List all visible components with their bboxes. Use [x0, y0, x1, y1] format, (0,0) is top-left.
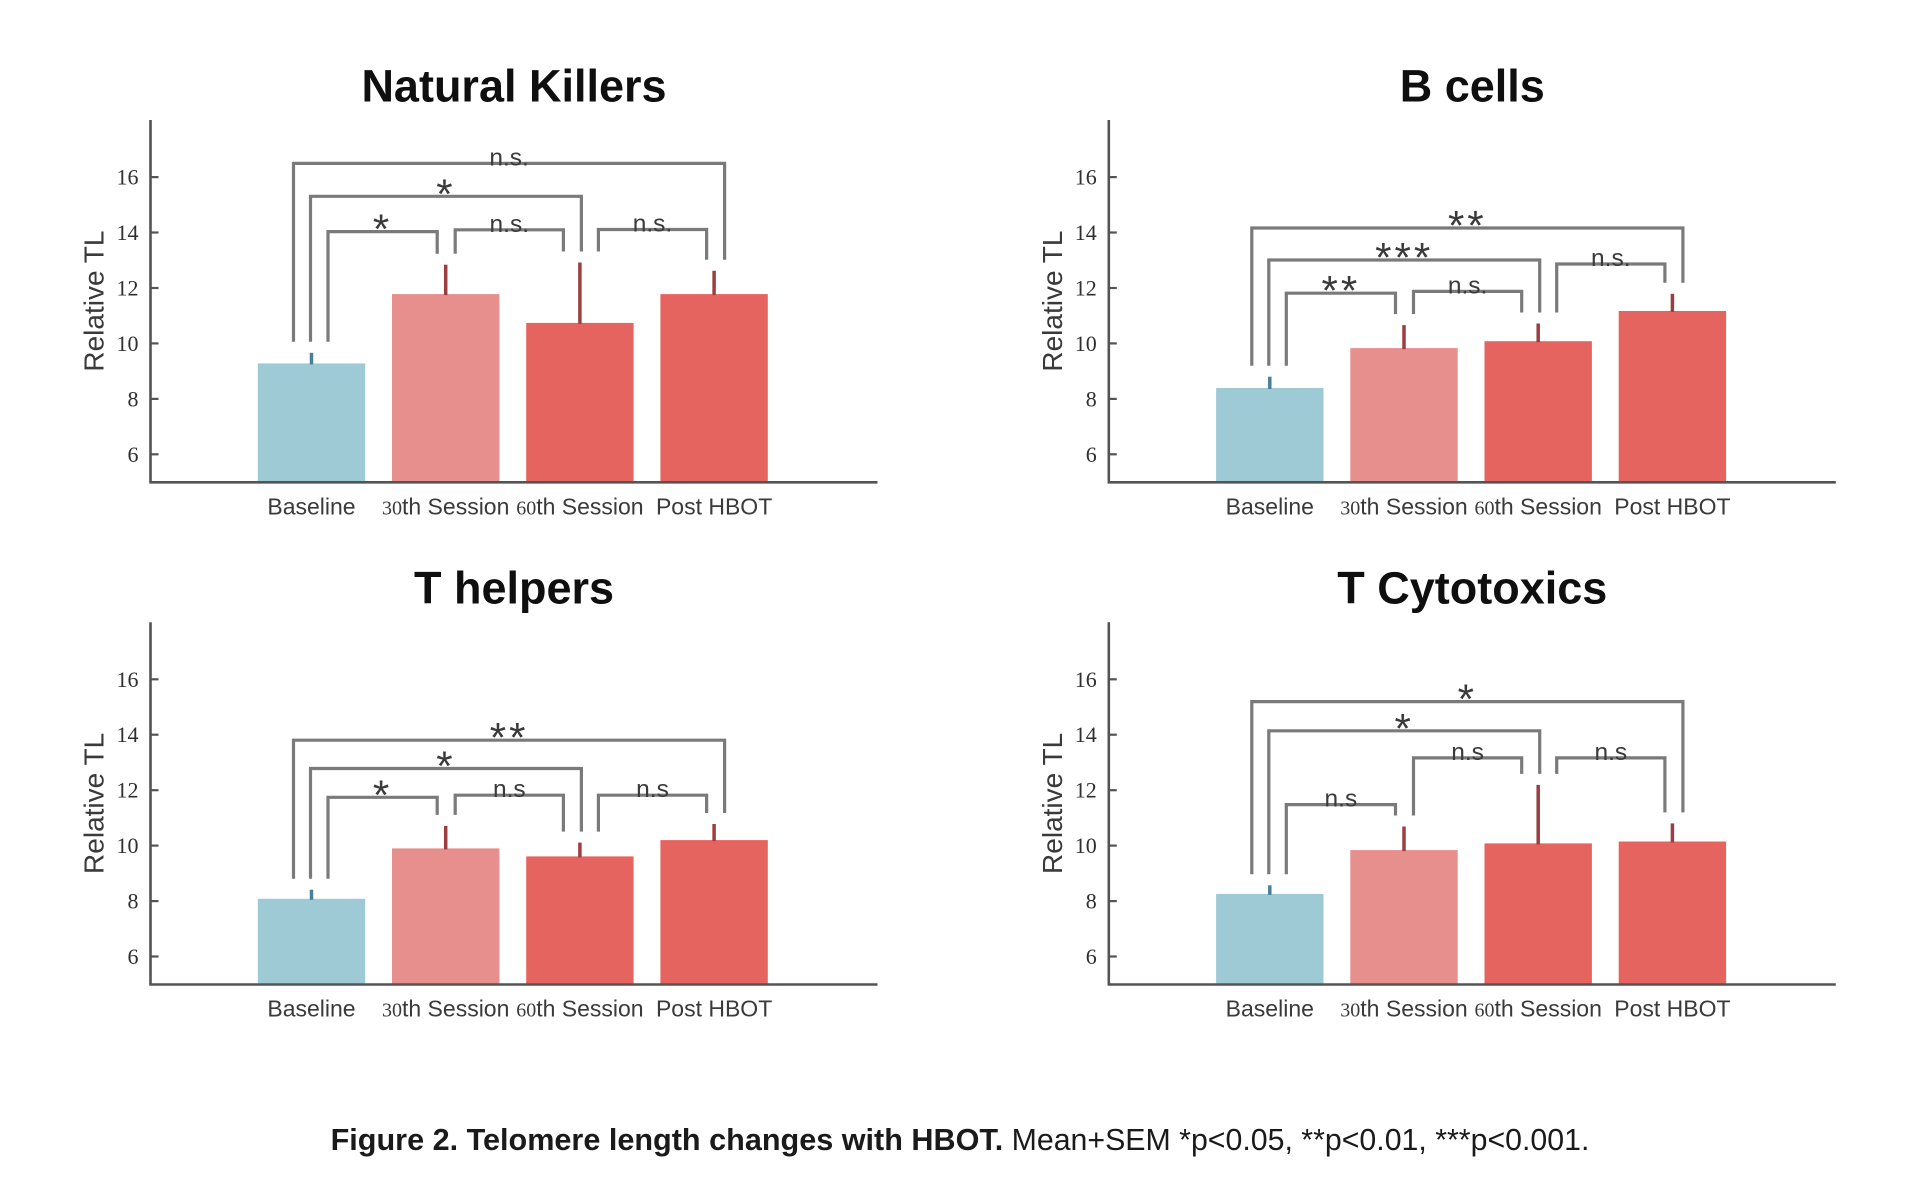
svg-text:n.s: n.s	[1451, 739, 1484, 766]
svg-text:30th Session: 30th Session	[1340, 493, 1467, 519]
svg-text:Baseline: Baseline	[267, 996, 355, 1022]
svg-text:10: 10	[117, 833, 139, 858]
svg-text:6: 6	[128, 442, 139, 467]
svg-text:Baseline: Baseline	[267, 493, 355, 519]
svg-text:Relative TL: Relative TL	[79, 733, 110, 874]
svg-text:6: 6	[1086, 944, 1097, 969]
svg-text:6: 6	[1086, 442, 1097, 467]
svg-text:n.s: n.s	[493, 776, 526, 803]
svg-text:**: **	[490, 714, 529, 761]
svg-text:14: 14	[117, 220, 139, 245]
svg-text:n.s.: n.s.	[1448, 272, 1488, 299]
svg-text:Figure 2. Telomere length chan: Figure 2. Telomere length changes with H…	[331, 1123, 1590, 1157]
svg-text:**: **	[1448, 202, 1487, 249]
svg-text:12: 12	[117, 778, 139, 803]
svg-text:*: *	[1458, 676, 1477, 723]
svg-text:Baseline: Baseline	[1226, 493, 1314, 519]
svg-text:Natural Killers: Natural Killers	[361, 60, 666, 111]
svg-text:Post HBOT: Post HBOT	[656, 493, 772, 519]
svg-text:*: *	[373, 771, 392, 818]
svg-text:Relative TL: Relative TL	[1037, 231, 1068, 372]
svg-text:60th Session: 60th Session	[1474, 996, 1601, 1022]
svg-text:n.s.: n.s.	[490, 211, 530, 238]
svg-text:***: ***	[1375, 234, 1433, 281]
svg-text:6: 6	[128, 944, 139, 969]
svg-text:n.s: n.s	[1594, 739, 1627, 766]
svg-text:*: *	[436, 743, 455, 790]
svg-text:8: 8	[128, 386, 139, 411]
svg-text:14: 14	[117, 722, 139, 747]
svg-text:30th Session: 30th Session	[1340, 996, 1467, 1022]
svg-text:Relative TL: Relative TL	[1037, 733, 1068, 874]
svg-text:30th Session: 30th Session	[382, 996, 509, 1022]
svg-text:T helpers: T helpers	[414, 563, 614, 614]
svg-text:Relative TL: Relative TL	[79, 231, 110, 372]
svg-text:60th Session: 60th Session	[516, 493, 643, 519]
svg-text:n.s: n.s	[636, 776, 669, 803]
svg-text:14: 14	[1075, 220, 1097, 245]
svg-text:30th Session: 30th Session	[382, 493, 509, 519]
svg-text:60th Session: 60th Session	[1474, 493, 1601, 519]
svg-text:T Cytotoxics: T Cytotoxics	[1337, 563, 1607, 614]
svg-text:16: 16	[117, 667, 139, 692]
svg-text:10: 10	[1075, 331, 1097, 356]
svg-text:16: 16	[1075, 165, 1097, 190]
svg-text:Post HBOT: Post HBOT	[1614, 493, 1730, 519]
svg-text:n.s.: n.s.	[489, 144, 529, 171]
svg-text:*: *	[1395, 705, 1414, 752]
svg-text:12: 12	[117, 276, 139, 301]
svg-text:n.s: n.s	[1325, 786, 1358, 813]
svg-text:8: 8	[128, 889, 139, 914]
svg-text:60th Session: 60th Session	[516, 996, 643, 1022]
svg-text:B cells: B cells	[1400, 60, 1545, 111]
svg-text:10: 10	[1075, 833, 1097, 858]
svg-text:n.s.: n.s.	[633, 211, 673, 238]
svg-text:Baseline: Baseline	[1226, 996, 1314, 1022]
svg-text:10: 10	[117, 331, 139, 356]
svg-text:**: **	[1322, 267, 1361, 314]
svg-text:16: 16	[117, 165, 139, 190]
svg-text:*: *	[373, 206, 392, 253]
svg-text:8: 8	[1086, 889, 1097, 914]
svg-text:12: 12	[1075, 276, 1097, 301]
svg-text:12: 12	[1075, 778, 1097, 803]
svg-text:n.s.: n.s.	[1591, 245, 1631, 272]
svg-text:Post HBOT: Post HBOT	[656, 996, 772, 1022]
svg-text:8: 8	[1086, 386, 1097, 411]
svg-text:14: 14	[1075, 722, 1097, 747]
svg-text:Post HBOT: Post HBOT	[1614, 996, 1730, 1022]
svg-text:*: *	[436, 170, 455, 217]
svg-text:16: 16	[1075, 667, 1097, 692]
